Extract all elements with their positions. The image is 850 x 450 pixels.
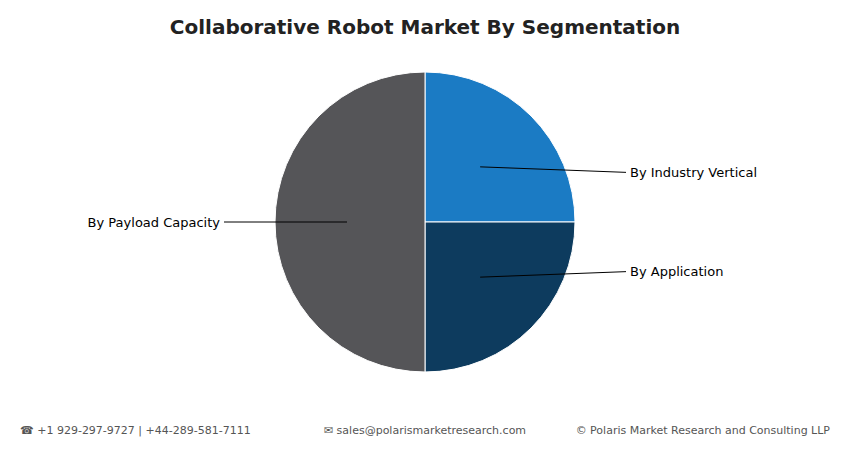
footer-text: © Polaris Market Research and Consulting… bbox=[576, 424, 831, 437]
leader-line bbox=[480, 167, 626, 173]
pie-slice bbox=[425, 222, 575, 372]
pie-slice bbox=[425, 72, 575, 222]
slice-label: By Payload Capacity bbox=[88, 215, 221, 230]
footer-text: ☎ +1 929-297-9727 | +44-289-581-7111 bbox=[20, 424, 251, 437]
slice-label: By Industry Vertical bbox=[630, 165, 757, 180]
chart-root: Collaborative Robot Market By Segmentati… bbox=[0, 0, 850, 450]
footer-text: ✉ sales@polarismarketresearch.com bbox=[324, 424, 526, 437]
leader-line bbox=[224, 222, 347, 223]
slice-labels: By Industry Vertical By Application By Pay… bbox=[88, 165, 757, 279]
leader-line bbox=[480, 272, 626, 278]
footer: ☎ +1 929-297-9727 | +44-289-581-7111 ✉ sa… bbox=[20, 424, 830, 437]
slice-label: By Application bbox=[630, 264, 723, 279]
title: Collaborative Robot Market By Segmentati… bbox=[170, 15, 680, 39]
